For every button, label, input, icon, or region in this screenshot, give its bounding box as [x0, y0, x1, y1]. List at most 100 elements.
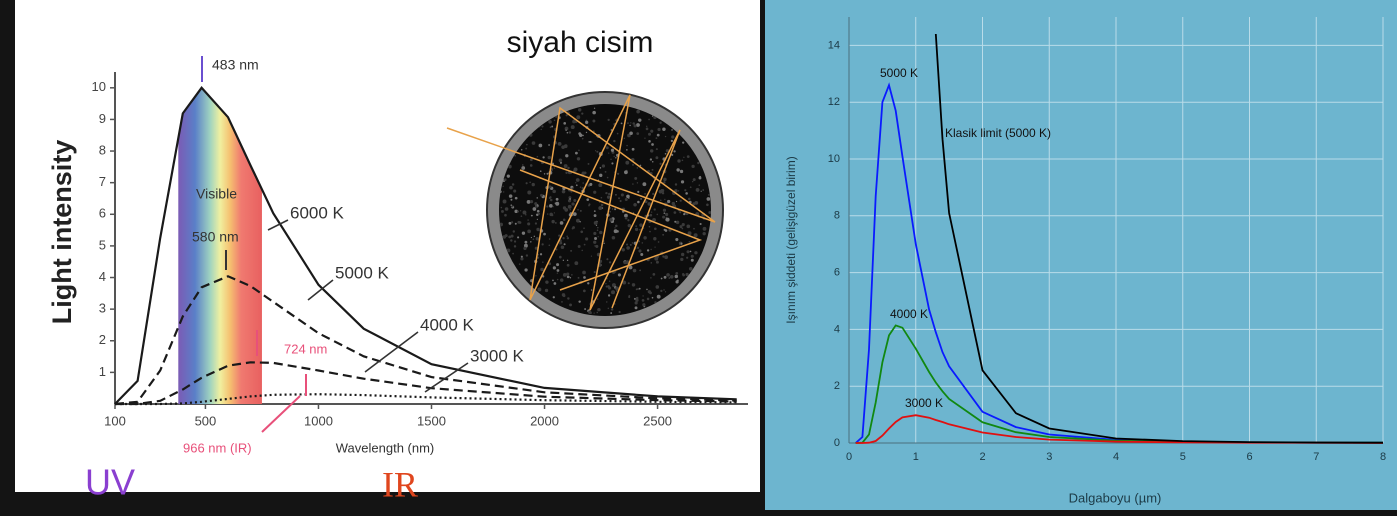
- texture-dot: [580, 230, 583, 233]
- texture-dot: [522, 231, 525, 234]
- texture-dot: [614, 227, 615, 228]
- texture-dot: [571, 274, 573, 276]
- texture-dot: [507, 175, 510, 178]
- texture-dot: [648, 140, 651, 143]
- texture-dot: [601, 197, 603, 199]
- y-tick-label: 8: [834, 210, 840, 222]
- y-tick-label: 1: [99, 364, 106, 379]
- texture-dot: [664, 255, 668, 259]
- texture-dot: [664, 276, 667, 279]
- y-tick-label: 2: [834, 380, 840, 392]
- texture-dot: [697, 162, 699, 164]
- texture-dot: [652, 169, 654, 171]
- texture-dot: [565, 130, 566, 131]
- texture-dot: [662, 255, 664, 257]
- texture-dot: [514, 155, 516, 157]
- texture-dot: [663, 289, 665, 291]
- texture-dot: [634, 124, 637, 127]
- texture-dot: [567, 237, 569, 239]
- texture-dot: [557, 272, 558, 273]
- texture-dot: [672, 202, 675, 205]
- texture-dot: [526, 254, 528, 256]
- texture-dot: [656, 148, 658, 150]
- texture-dot: [511, 235, 514, 238]
- texture-dot: [678, 190, 679, 191]
- texture-dot: [598, 183, 602, 187]
- texture-dot: [555, 202, 559, 206]
- texture-dot: [582, 138, 584, 140]
- texture-dot: [628, 296, 630, 298]
- texture-dot: [647, 249, 649, 251]
- texture-dot: [664, 212, 666, 214]
- texture-dot: [510, 239, 512, 241]
- texture-dot: [573, 199, 576, 202]
- texture-dot: [578, 245, 581, 248]
- texture-dot: [541, 129, 542, 130]
- texture-dot: [691, 165, 694, 168]
- texture-dot: [684, 189, 686, 191]
- texture-dot: [527, 230, 531, 234]
- texture-dot: [547, 213, 548, 214]
- texture-dot: [622, 248, 625, 251]
- texture-dot: [673, 150, 675, 152]
- texture-dot: [662, 234, 664, 236]
- texture-dot: [668, 277, 670, 279]
- texture-dot: [517, 211, 519, 213]
- texture-dot: [545, 289, 548, 292]
- texture-dot: [608, 119, 610, 121]
- texture-dot: [580, 186, 581, 187]
- series-label: 3000 K: [470, 346, 525, 365]
- texture-dot: [592, 111, 596, 115]
- texture-dot: [583, 289, 586, 292]
- texture-dot: [578, 108, 581, 111]
- texture-dot: [650, 249, 651, 250]
- texture-dot: [671, 129, 673, 131]
- texture-dot: [703, 227, 707, 231]
- texture-dot: [597, 298, 598, 299]
- texture-dot: [521, 149, 523, 151]
- texture-dot: [582, 135, 583, 136]
- texture-dot: [652, 193, 654, 195]
- texture-dot: [542, 156, 544, 158]
- texture-dot: [640, 253, 643, 256]
- texture-dot: [675, 238, 678, 241]
- texture-dot: [640, 165, 642, 167]
- texture-dot: [559, 256, 562, 259]
- texture-dot: [651, 143, 654, 146]
- texture-dot: [689, 267, 693, 271]
- texture-dot: [572, 120, 576, 124]
- texture-dot: [554, 282, 557, 285]
- texture-dot: [544, 173, 545, 174]
- texture-dot: [687, 155, 690, 158]
- texture-dot: [639, 269, 641, 271]
- texture-dot: [565, 154, 568, 157]
- texture-dot: [560, 278, 564, 282]
- texture-dot: [646, 128, 649, 131]
- texture-dot: [529, 182, 531, 184]
- texture-dot: [690, 186, 692, 188]
- texture-dot: [601, 204, 604, 207]
- texture-dot: [527, 200, 531, 204]
- texture-dot: [564, 243, 566, 245]
- series-label: 5000 K: [880, 66, 918, 80]
- texture-dot: [509, 194, 513, 198]
- texture-dot: [566, 272, 569, 275]
- texture-dot: [557, 279, 558, 280]
- texture-dot: [621, 193, 624, 196]
- texture-dot: [576, 115, 580, 119]
- texture-dot: [515, 197, 518, 200]
- texture-dot: [565, 172, 567, 174]
- texture-dot: [636, 110, 640, 114]
- texture-dot: [615, 225, 618, 228]
- texture-dot: [693, 228, 695, 230]
- texture-dot: [550, 199, 553, 202]
- texture-dot: [675, 183, 677, 185]
- texture-dot: [586, 132, 587, 133]
- texture-dot: [633, 269, 637, 273]
- texture-dot: [701, 191, 702, 192]
- texture-dot: [560, 162, 562, 164]
- texture-dot: [522, 164, 524, 166]
- texture-dot: [511, 221, 513, 223]
- texture-dot: [642, 242, 644, 244]
- texture-dot: [569, 209, 570, 210]
